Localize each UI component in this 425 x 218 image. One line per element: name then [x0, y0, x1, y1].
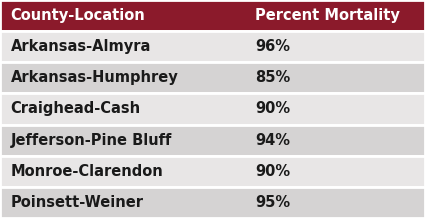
Bar — [0, 124, 425, 156]
Bar — [0, 156, 425, 187]
Text: 95%: 95% — [255, 195, 290, 210]
Bar — [0, 62, 425, 94]
Text: 96%: 96% — [255, 39, 290, 54]
Bar — [0, 0, 425, 31]
Text: Craighead-Cash: Craighead-Cash — [11, 102, 141, 116]
Bar — [0, 187, 425, 218]
Text: Arkansas-Almyra: Arkansas-Almyra — [11, 39, 151, 54]
Bar — [0, 94, 425, 124]
Text: 90%: 90% — [255, 164, 290, 179]
Text: County-Location: County-Location — [11, 8, 145, 23]
Text: Monroe-Clarendon: Monroe-Clarendon — [11, 164, 163, 179]
Text: Arkansas-Humphrey: Arkansas-Humphrey — [11, 70, 178, 85]
Text: 90%: 90% — [255, 102, 290, 116]
Text: 94%: 94% — [255, 133, 290, 148]
Text: Percent Mortality: Percent Mortality — [255, 8, 400, 23]
Text: 85%: 85% — [255, 70, 290, 85]
Text: Poinsett-Weiner: Poinsett-Weiner — [11, 195, 144, 210]
Bar — [0, 31, 425, 62]
Text: Jefferson-Pine Bluff: Jefferson-Pine Bluff — [11, 133, 172, 148]
